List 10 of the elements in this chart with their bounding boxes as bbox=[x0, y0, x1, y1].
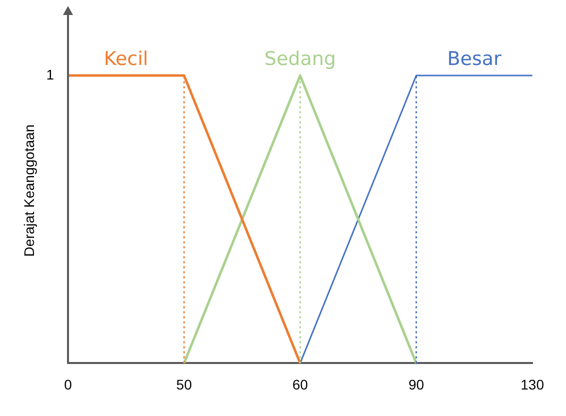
x-tick-label: 130 bbox=[520, 376, 544, 392]
text: 1 bbox=[46, 66, 54, 82]
x-tick-label: 50 bbox=[176, 376, 192, 392]
x-tick-label: 60 bbox=[292, 376, 308, 392]
x-tick-label: 90 bbox=[408, 376, 424, 392]
series-label: Sedang bbox=[264, 48, 336, 70]
y-axis-title: Derajat Keanggotaan bbox=[20, 124, 37, 257]
x-tick-label: 0 bbox=[64, 376, 72, 392]
series-label: Kecil bbox=[104, 48, 148, 70]
series-label: Besar bbox=[447, 48, 502, 70]
